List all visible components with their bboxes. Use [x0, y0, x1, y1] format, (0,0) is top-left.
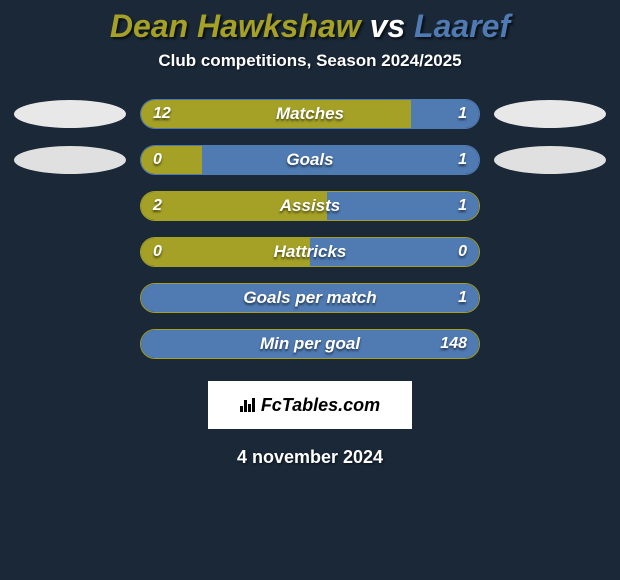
- player2-name: Laaref: [414, 8, 510, 44]
- fill-left: [141, 146, 202, 174]
- value-right: 1: [458, 105, 467, 123]
- stat-label: Goals per match: [243, 288, 376, 308]
- watermark-text: FcTables.com: [261, 395, 380, 416]
- stat-bar: 1 Goals per match: [140, 283, 480, 313]
- chart-icon: [240, 398, 255, 412]
- value-right: 1: [458, 289, 467, 307]
- player1-badge: [14, 146, 126, 174]
- date-label: 4 november 2024: [0, 447, 620, 468]
- stat-row: 12 1 Matches: [0, 99, 620, 129]
- stat-row: 1 Goals per match: [0, 283, 620, 313]
- player2-badge: [494, 146, 606, 174]
- stat-label: Assists: [280, 196, 340, 216]
- stat-rows: 12 1 Matches 0 1 Goals 2 1 Assists 0 0 Hattricks 1 Go…: [0, 99, 620, 359]
- fill-right: [327, 192, 479, 220]
- value-left: 2: [153, 197, 162, 215]
- stat-row: 148 Min per goal: [0, 329, 620, 359]
- value-right: 148: [440, 335, 467, 353]
- value-left: 0: [153, 151, 162, 169]
- stat-label: Goals: [286, 150, 333, 170]
- stat-bar: 0 1 Goals: [140, 145, 480, 175]
- value-left: 12: [153, 105, 171, 123]
- stat-row: 2 1 Assists: [0, 191, 620, 221]
- subtitle: Club competitions, Season 2024/2025: [0, 51, 620, 71]
- value-left: 0: [153, 243, 162, 261]
- stat-bar: 2 1 Assists: [140, 191, 480, 221]
- value-right: 1: [458, 151, 467, 169]
- fill-right: [202, 146, 479, 174]
- stat-label: Hattricks: [274, 242, 347, 262]
- stat-label: Min per goal: [260, 334, 360, 354]
- watermark: FcTables.com: [208, 381, 412, 429]
- vs-separator: vs: [361, 8, 414, 44]
- value-right: 1: [458, 197, 467, 215]
- player1-name: Dean Hawkshaw: [110, 8, 361, 44]
- stat-label: Matches: [276, 104, 344, 124]
- player1-badge: [14, 100, 126, 128]
- value-right: 0: [458, 243, 467, 261]
- stat-bar: 0 0 Hattricks: [140, 237, 480, 267]
- stat-bar: 148 Min per goal: [140, 329, 480, 359]
- page-title: Dean Hawkshaw vs Laaref: [0, 0, 620, 45]
- stat-row: 0 0 Hattricks: [0, 237, 620, 267]
- stat-bar: 12 1 Matches: [140, 99, 480, 129]
- player2-badge: [494, 100, 606, 128]
- stat-row: 0 1 Goals: [0, 145, 620, 175]
- fill-right: [411, 100, 479, 128]
